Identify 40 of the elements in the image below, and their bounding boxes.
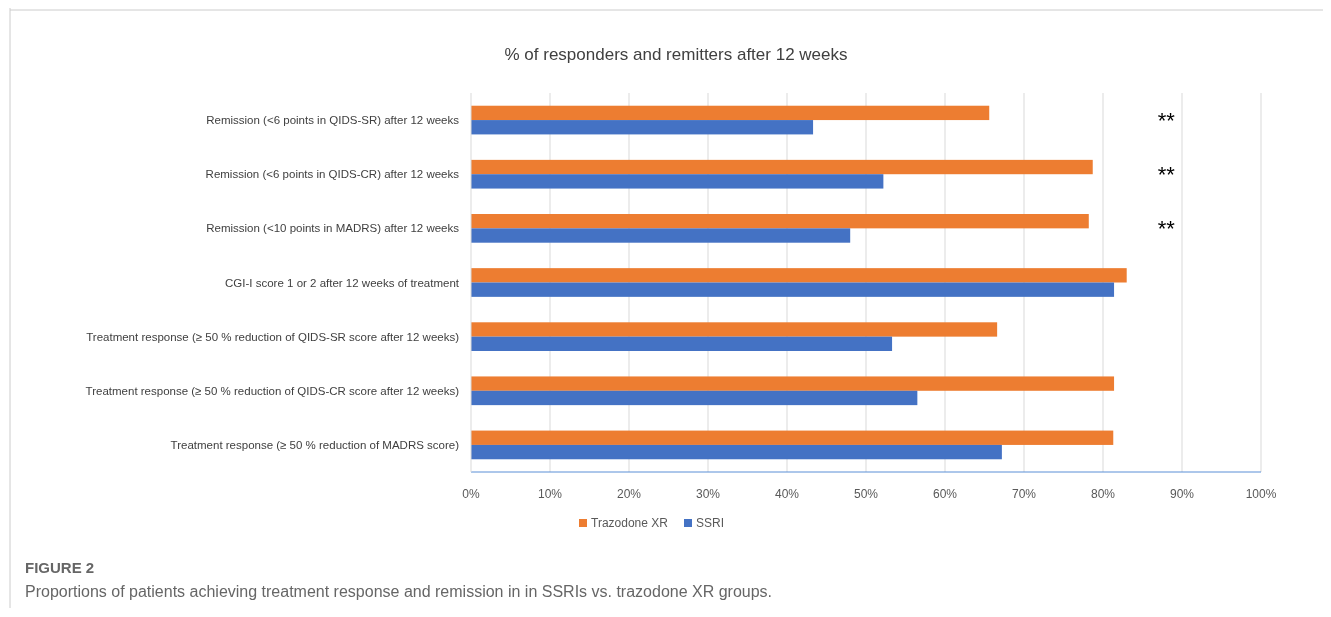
bar bbox=[471, 174, 884, 189]
chart-title: % of responders and remitters after 12 weeks bbox=[504, 45, 848, 64]
annotation: ** bbox=[1157, 216, 1176, 242]
x-tick-label: 20% bbox=[616, 487, 642, 501]
bar bbox=[471, 444, 1002, 460]
y-tick-label: Remission (<6 points in QIDS-SR) after 12 weeks bbox=[206, 114, 460, 127]
bar bbox=[471, 336, 893, 351]
bar bbox=[471, 390, 918, 406]
bar bbox=[471, 214, 1089, 229]
caption: FIGURE 2 bbox=[25, 559, 95, 576]
legend-label: Trazodone XR bbox=[591, 516, 669, 530]
x-tick-label: 50% bbox=[853, 487, 879, 501]
annotation: ** bbox=[1157, 162, 1176, 188]
bar bbox=[471, 159, 1093, 175]
bar bbox=[471, 105, 990, 121]
y-tick-label: CGI-I score 1 or 2 after 12 weeks of treatment bbox=[225, 276, 460, 289]
bar bbox=[471, 268, 1127, 283]
x-tick-label: 90% bbox=[1169, 487, 1195, 501]
x-tick-label: 60% bbox=[932, 487, 958, 501]
x-tick-label: 70% bbox=[1011, 487, 1037, 501]
x-tick-label: 0% bbox=[462, 487, 480, 501]
x-tick-label: 40% bbox=[774, 487, 800, 501]
y-tick-label: Treatment response (≥ 50 % reduction of QIDS-CR score after 12 weeks) bbox=[85, 384, 460, 397]
x-tick-label: 10% bbox=[537, 487, 563, 501]
y-tick-label: Remission (<10 points in MADRS) after 12 weeks bbox=[206, 222, 460, 235]
annotation: ** bbox=[1157, 108, 1176, 134]
y-tick-label: Treatment response (≥ 50 % reduction of QIDS-SR score after 12 weeks) bbox=[86, 330, 460, 343]
bar bbox=[471, 228, 851, 243]
y-tick-label: Remission (<6 points in QIDS-CR) after 12 weeks bbox=[205, 168, 460, 181]
bar bbox=[471, 322, 998, 337]
y-tick-label: Treatment response (≥ 50 % reduction of MADRS score) bbox=[170, 438, 460, 451]
text: Proportions of patients achieving treatment response and remission in in SSRIs vs. trazodone XR groups. bbox=[25, 583, 773, 600]
x-tick-label: 80% bbox=[1090, 487, 1116, 501]
bar bbox=[471, 430, 1114, 445]
bar bbox=[471, 376, 1115, 391]
bar bbox=[471, 282, 1115, 297]
x-tick-label: 100% bbox=[1245, 487, 1277, 501]
bar bbox=[471, 120, 814, 135]
x-tick-label: 30% bbox=[695, 487, 721, 501]
legend-label: SSRI bbox=[696, 516, 725, 530]
